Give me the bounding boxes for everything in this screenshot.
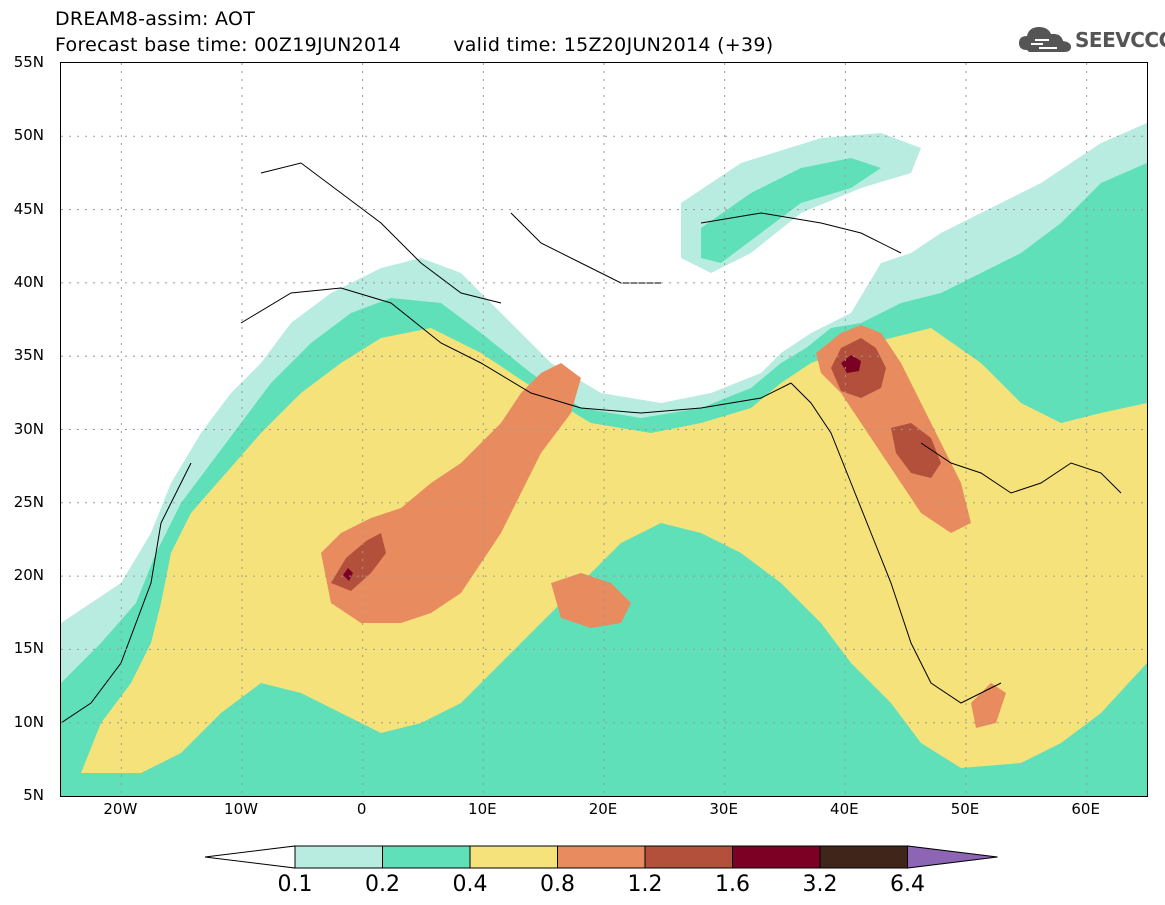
forecast-times: Forecast base time: 00Z19JUN2014 valid ti… — [55, 34, 774, 56]
colorbar-label: 0.2 — [365, 872, 400, 897]
lat-label-20N: 20N — [13, 566, 44, 585]
colorbar-label: 1.6 — [715, 872, 750, 897]
lat-label-30N: 30N — [13, 419, 44, 438]
aot-band-1.6 — [841, 355, 861, 373]
colorbar-label: 0.8 — [540, 872, 575, 897]
lon-label-30E: 30E — [709, 800, 738, 818]
aot-band-1.6-west — [343, 568, 353, 581]
colorbar-label: 1.2 — [627, 872, 663, 897]
seevccc-logo: SEEVCCC — [1017, 22, 1165, 58]
coastline-hint — [61, 162, 1122, 724]
lat-label-50N: 50N — [13, 126, 44, 145]
lat-label-10N: 10N — [13, 712, 44, 731]
colorbar-label: 6.4 — [890, 872, 925, 897]
cloud-logo-icon — [1019, 27, 1071, 52]
lon-label-40E: 40E — [830, 800, 859, 818]
aot-band-0.8-yemen — [971, 683, 1006, 728]
lon-label-50E: 50E — [950, 800, 980, 818]
logo-text: SEEVCCC — [1075, 28, 1165, 52]
lat-label-55N: 55N — [13, 53, 44, 71]
lat-label-25N: 25N — [13, 492, 44, 511]
colorbar-cell — [294, 845, 383, 869]
lon-label-0: 0 — [356, 800, 367, 818]
lon-label-10W: 10W — [224, 800, 258, 818]
colorbar-cell — [819, 845, 908, 869]
colorbar-max-arrow — [907, 845, 998, 869]
lon-label-20E: 20E — [588, 800, 618, 818]
lat-label-40N: 40N — [13, 272, 44, 291]
lat-label-15N: 15N — [13, 639, 44, 658]
lon-label-20W: 20W — [103, 800, 138, 818]
lat-label-35N: 35N — [13, 346, 44, 365]
aot-band-0.8-central — [551, 573, 631, 628]
valid-time: valid time: 15Z20JUN2014 (+39) — [453, 34, 774, 56]
aot-map — [60, 62, 1148, 797]
aot-band-1.2-iraq — [891, 423, 941, 478]
aot-band-0.8-west — [321, 363, 581, 623]
lon-label-60E: 60E — [1071, 800, 1100, 818]
lon-label-10E: 10E — [468, 800, 497, 818]
colorbar-min-arrow — [205, 845, 296, 869]
map-title: DREAM8-assim: AOT — [55, 8, 256, 30]
colorbar-cell — [644, 845, 733, 869]
colorbar-cell — [557, 845, 646, 869]
lat-label-45N: 45N — [13, 199, 44, 218]
map-canvas — [61, 123, 1147, 796]
colorbar-label: 0.1 — [277, 872, 313, 897]
base-time: Forecast base time: 00Z19JUN2014 — [55, 34, 402, 56]
lat-label-5N: 5N — [23, 786, 44, 804]
colorbar-cell — [382, 845, 471, 869]
colorbar-label: 3.2 — [802, 872, 838, 897]
colorbar-cell — [732, 845, 821, 869]
aot-colorbar — [205, 845, 998, 869]
grid-overlay — [61, 63, 1147, 796]
colorbar-label: 0.4 — [452, 872, 488, 897]
colorbar-cell — [469, 845, 558, 869]
aot-band-0.2-north — [701, 158, 881, 263]
